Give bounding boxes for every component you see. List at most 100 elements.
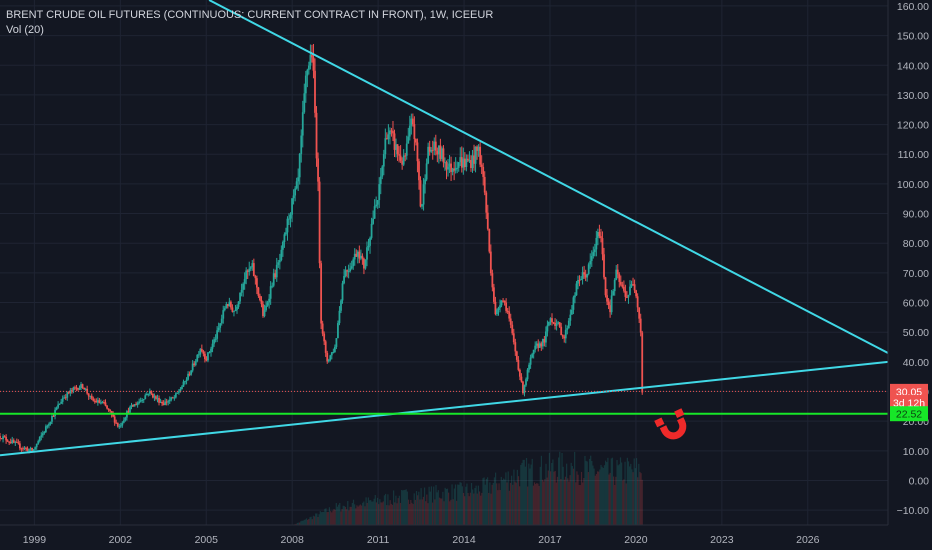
volume-bar <box>312 515 315 525</box>
candle-body <box>537 343 540 348</box>
candle-body <box>100 402 102 404</box>
candle-body <box>621 284 624 287</box>
candle-body <box>457 162 460 168</box>
volume-bar <box>445 489 447 525</box>
candle-body <box>109 409 111 412</box>
candle-body <box>95 400 98 403</box>
volume-bar <box>564 476 567 525</box>
volume-bar <box>513 469 515 525</box>
volume-bar <box>598 471 600 525</box>
candle-body <box>121 422 124 426</box>
volume-indicator-label[interactable]: Vol (20) <box>6 24 44 36</box>
candle-body <box>496 310 498 315</box>
y-tick-label-2: 140.00 <box>897 60 929 72</box>
candle-body <box>493 287 495 302</box>
candle-body <box>70 390 73 392</box>
candle-body <box>15 441 18 443</box>
candle-body <box>245 270 248 280</box>
candle-body <box>586 273 589 278</box>
volume-bar <box>606 462 608 525</box>
volume-bar <box>538 485 540 525</box>
volume-bar <box>307 519 309 525</box>
volume-bar <box>327 511 329 525</box>
candle-body <box>330 352 333 356</box>
candle-body <box>526 369 529 380</box>
candle-body <box>370 223 373 238</box>
candle-body <box>219 323 222 328</box>
candle-body <box>629 286 631 296</box>
volume-bar <box>356 505 358 525</box>
candle-body <box>609 305 612 313</box>
candle-body <box>551 318 553 323</box>
candle-body <box>315 112 318 159</box>
volume-bar <box>481 492 483 525</box>
volume-bar <box>554 470 556 525</box>
candle-body <box>167 401 170 403</box>
candle-body <box>159 401 162 403</box>
candle-body <box>168 399 171 402</box>
candle-body <box>428 146 431 152</box>
volume-bar <box>336 506 339 525</box>
candle-body <box>81 384 84 388</box>
candle-body <box>561 335 564 337</box>
candle-body <box>237 301 240 307</box>
candle-body <box>407 136 410 144</box>
candle-body <box>332 352 335 354</box>
volume-bar <box>555 482 557 525</box>
candle-body <box>265 305 267 311</box>
volume-bar <box>464 496 466 525</box>
volume-bar <box>637 477 639 525</box>
volume-bar <box>423 487 426 525</box>
candle-body <box>200 348 203 352</box>
candle-body <box>389 130 391 135</box>
volume-bar <box>316 513 318 525</box>
candle-body <box>317 158 319 182</box>
volume-bar <box>524 466 526 525</box>
candle-body <box>567 320 570 329</box>
candle-body <box>280 249 283 261</box>
candle-body <box>419 180 422 207</box>
candle-body <box>291 198 293 215</box>
volume-bar <box>421 499 423 525</box>
volume-bar <box>380 502 382 525</box>
candle-body <box>277 262 280 265</box>
candle-body <box>41 433 44 436</box>
volume-bar <box>541 479 544 525</box>
candle-body <box>410 118 413 126</box>
candle-body <box>353 253 356 260</box>
candle-body <box>421 204 423 207</box>
volume-bar <box>621 462 623 525</box>
volume-bar <box>547 470 549 525</box>
candle-body <box>600 236 602 239</box>
candle-body <box>141 399 144 401</box>
candle-body <box>366 247 368 260</box>
candle-body <box>223 308 226 311</box>
candle-body <box>502 300 504 302</box>
volume-bar <box>341 508 343 525</box>
volume-bar <box>357 506 359 525</box>
volume-bar <box>367 497 370 525</box>
candle-body <box>450 163 452 172</box>
candle-body <box>286 218 289 233</box>
candle-body <box>14 441 17 443</box>
candle-body <box>356 251 359 257</box>
candle-body <box>439 145 442 159</box>
candle-body <box>473 155 475 164</box>
magnet-icon[interactable] <box>654 408 690 443</box>
x-tick-label-8: 2023 <box>710 534 734 546</box>
volume-bar <box>338 504 340 525</box>
candle-body <box>583 272 586 275</box>
candle-body <box>468 160 471 162</box>
volume-bar <box>631 469 633 525</box>
volume-bar <box>560 479 562 525</box>
volume-bar <box>315 513 317 525</box>
upper-trendline[interactable] <box>208 0 889 354</box>
candle-body <box>589 260 592 265</box>
volume-bar <box>410 499 412 525</box>
volume-bar <box>329 511 332 525</box>
candle-body <box>442 148 445 163</box>
candle-body <box>532 349 535 355</box>
volume-bar <box>467 493 469 525</box>
lower-trendline[interactable] <box>0 360 889 457</box>
